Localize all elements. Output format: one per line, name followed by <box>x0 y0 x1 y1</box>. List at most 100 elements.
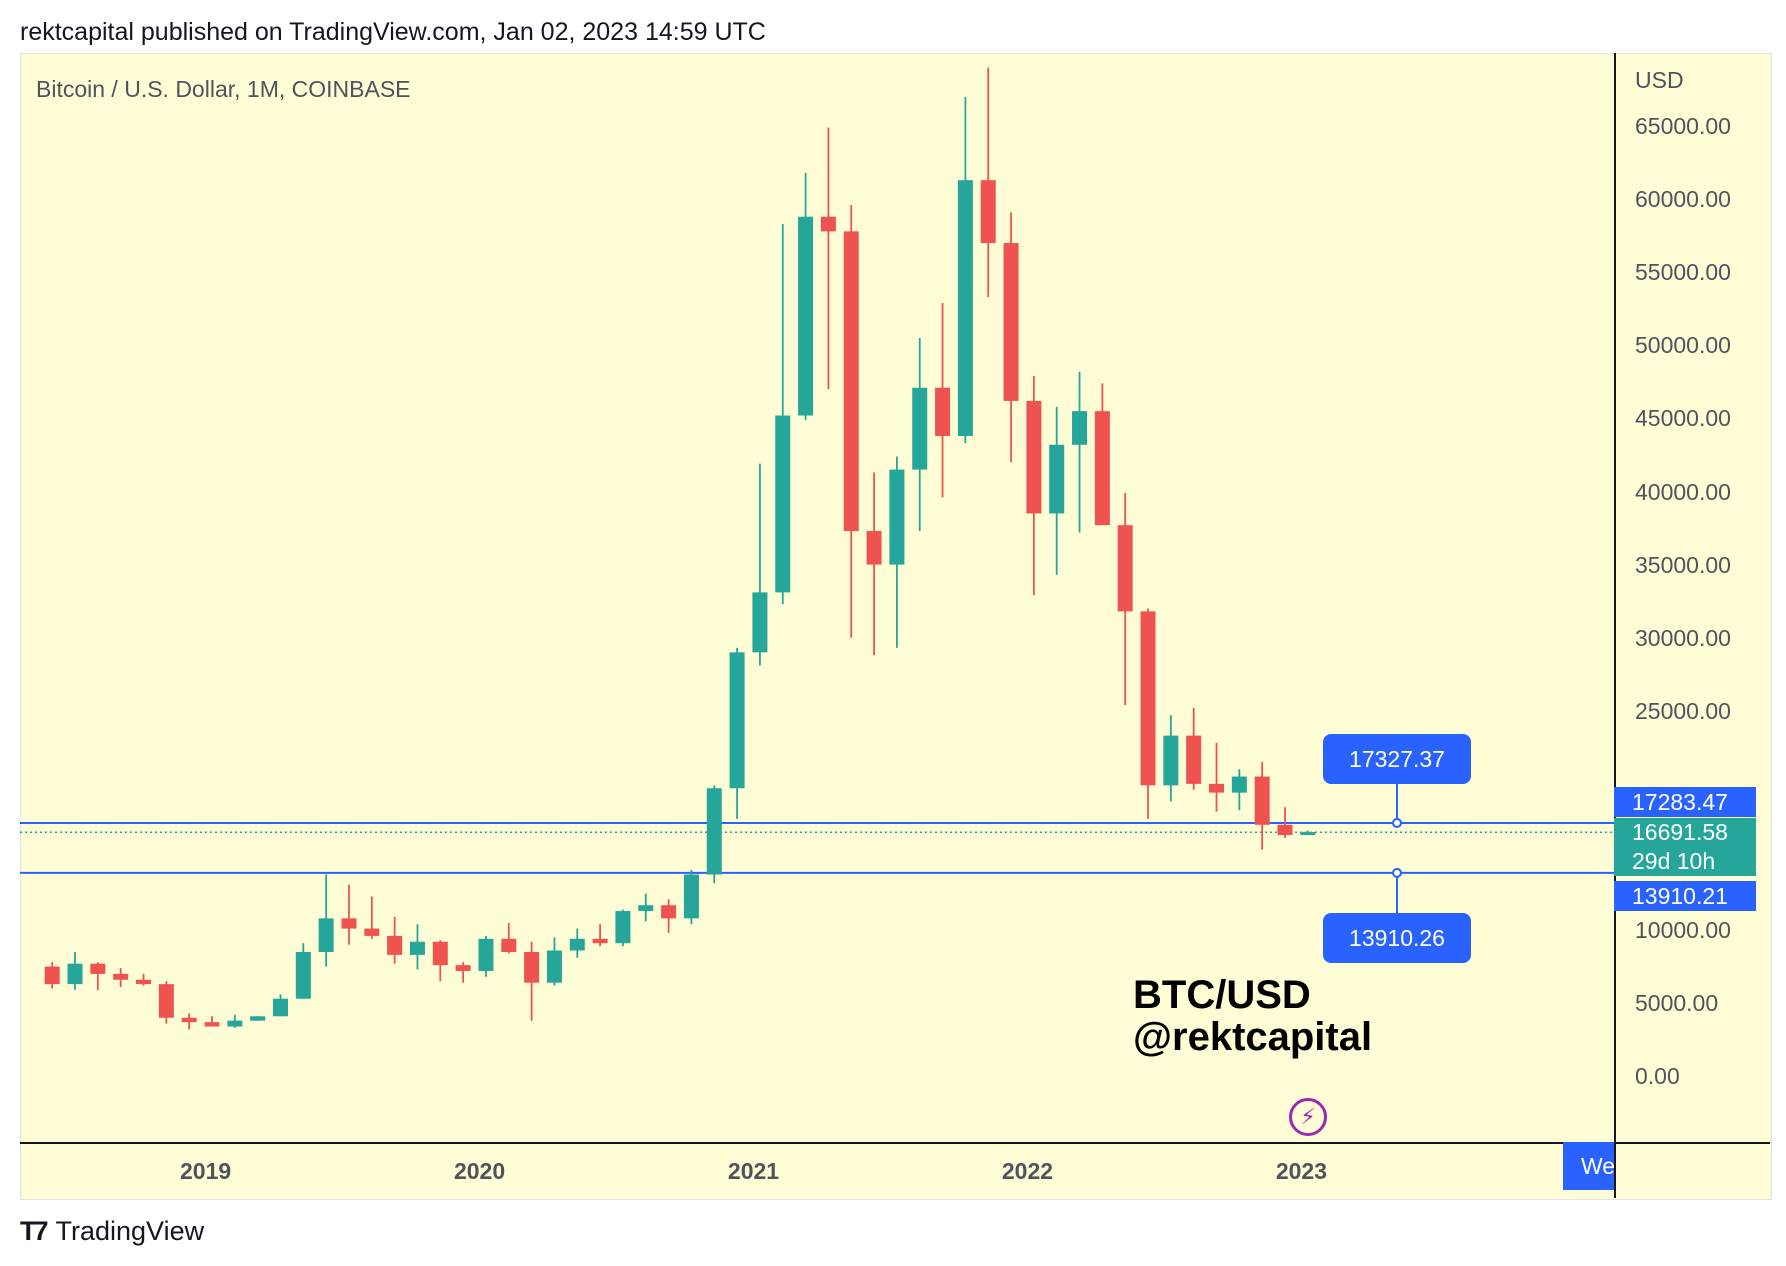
candle-2021-03[interactable] <box>798 172 814 420</box>
candle-2019-05[interactable] <box>295 943 311 999</box>
candle-2019-11[interactable] <box>432 940 448 982</box>
candle-body <box>1003 243 1019 401</box>
candle-body <box>546 950 562 983</box>
candle-body <box>409 941 425 955</box>
candle-2020-11[interactable] <box>706 785 722 884</box>
candle-body <box>706 788 722 875</box>
candle-body <box>250 1016 266 1021</box>
tradingview-logo[interactable]: T7 TradingView <box>20 1216 204 1247</box>
candle-2018-12[interactable] <box>181 1013 197 1030</box>
candle-2021-06[interactable] <box>866 472 882 656</box>
candle-body <box>455 965 471 971</box>
candle-2021-02[interactable] <box>775 224 791 605</box>
candle-2019-07[interactable] <box>341 884 357 945</box>
candle-body <box>136 979 152 985</box>
candle-2021-09[interactable] <box>935 302 951 498</box>
candle-2022-10[interactable] <box>1231 769 1247 811</box>
candle-2020-01[interactable] <box>478 935 494 977</box>
upper-line-callout[interactable]: 17327.37 <box>1323 734 1471 784</box>
candle-2022-12[interactable] <box>1277 807 1293 838</box>
candle-2022-09[interactable] <box>1209 742 1225 812</box>
candle-2022-11[interactable] <box>1254 761 1270 850</box>
candle-2019-03[interactable] <box>250 1016 266 1021</box>
price-tick-label: 60000.00 <box>1635 186 1731 213</box>
logo-text: TradingView <box>55 1216 205 1246</box>
candle-2018-10[interactable] <box>136 973 152 986</box>
candle-2019-06[interactable] <box>318 874 334 967</box>
candle-2020-02[interactable] <box>501 922 517 954</box>
candle-2023-01[interactable] <box>1300 830 1316 836</box>
candle-2022-08[interactable] <box>1186 707 1202 790</box>
candle-2020-05[interactable] <box>569 928 585 958</box>
candle-2019-02[interactable] <box>227 1014 243 1028</box>
lightning-icon[interactable]: ⚡ <box>1289 1098 1327 1136</box>
candle-body <box>181 1017 197 1023</box>
candle-body <box>1094 411 1110 526</box>
candle-2022-05[interactable] <box>1117 492 1133 705</box>
candle-2022-03[interactable] <box>1072 371 1088 533</box>
we-button[interactable]: We <box>1563 1142 1614 1190</box>
candle-2022-04[interactable] <box>1094 383 1110 526</box>
candle-2018-11[interactable] <box>158 981 174 1024</box>
candle-body <box>569 938 585 951</box>
candle-body <box>113 973 129 980</box>
candle-2020-07[interactable] <box>615 909 631 947</box>
candle-2020-06[interactable] <box>592 924 608 947</box>
candle-2019-12[interactable] <box>455 962 471 983</box>
time-tick-label: 2023 <box>1275 1158 1327 1184</box>
candle-body <box>775 415 791 593</box>
candle-2018-06[interactable] <box>44 962 60 989</box>
candle-body <box>798 216 814 416</box>
candle-2022-06[interactable] <box>1140 608 1156 819</box>
candle-body <box>866 530 882 565</box>
candle-body <box>889 469 905 565</box>
price-axis-border <box>1614 53 1616 1198</box>
candle-2021-12[interactable] <box>1003 212 1019 463</box>
candle-2020-08[interactable] <box>638 893 654 922</box>
candle-body <box>1186 735 1202 784</box>
candle-2022-02[interactable] <box>1049 406 1065 575</box>
candle-2021-11[interactable] <box>980 67 996 298</box>
candle-2022-07[interactable] <box>1163 715 1179 802</box>
callout-anchor-upper[interactable] <box>1392 817 1402 828</box>
price-tick-label: 0.00 <box>1635 1063 1680 1090</box>
candle-2020-10[interactable] <box>683 870 699 925</box>
candle-2022-01[interactable] <box>1026 376 1042 596</box>
candle-body <box>615 911 631 944</box>
upper-line-price-tag: 17283.47 <box>1614 787 1756 817</box>
candle-2021-10[interactable] <box>957 96 973 444</box>
candle-body <box>90 963 106 974</box>
candle-2021-08[interactable] <box>912 338 928 531</box>
price-tick-label: 35000.00 <box>1635 551 1731 578</box>
lower-line-callout[interactable]: 13910.26 <box>1323 913 1471 963</box>
candle-2019-09[interactable] <box>387 916 403 964</box>
candle-body <box>661 905 677 919</box>
candle-2018-07[interactable] <box>67 951 83 990</box>
candle-body <box>1026 400 1042 514</box>
candle-2019-08[interactable] <box>364 896 380 939</box>
candle-2020-03[interactable] <box>524 941 540 1021</box>
candle-2018-08[interactable] <box>90 962 106 990</box>
candle-body <box>980 180 996 244</box>
candle-2021-01[interactable] <box>752 463 768 666</box>
candle-body <box>957 180 973 436</box>
candle-2021-05[interactable] <box>843 205 859 638</box>
callout-anchor-lower[interactable] <box>1392 867 1402 878</box>
candle-2021-07[interactable] <box>889 456 905 648</box>
candle-body <box>752 592 768 653</box>
candle-2020-12[interactable] <box>729 647 745 819</box>
candle-2019-04[interactable] <box>272 994 288 1017</box>
time-tick-label: 2019 <box>180 1158 232 1184</box>
candle-body <box>638 905 654 912</box>
candle-2021-04[interactable] <box>820 127 836 390</box>
candle-body <box>387 935 403 955</box>
candle-2020-04[interactable] <box>546 937 562 986</box>
candle-2019-10[interactable] <box>409 924 425 970</box>
symbol-title: Bitcoin / U.S. Dollar, 1M, COINBASE <box>36 76 411 102</box>
candle-2020-09[interactable] <box>661 899 677 933</box>
candle-2019-01[interactable] <box>204 1016 220 1027</box>
candle-body <box>592 938 608 944</box>
candle-2018-09[interactable] <box>113 968 129 988</box>
candle-body <box>843 231 859 531</box>
